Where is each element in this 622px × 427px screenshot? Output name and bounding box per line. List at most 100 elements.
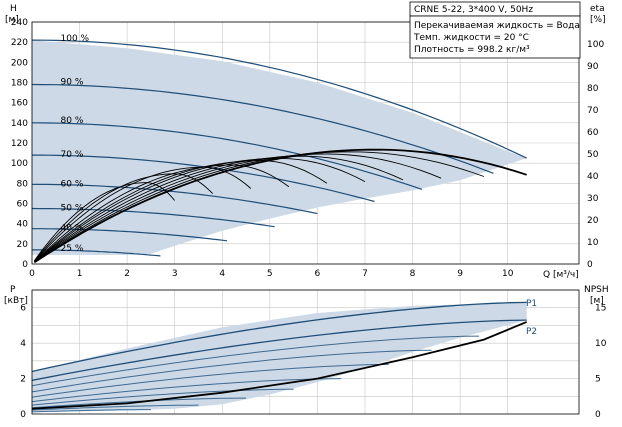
h-tick-label: 100	[11, 159, 28, 169]
q-tick-label: 1	[77, 269, 83, 279]
eta-tick-label: 10	[587, 238, 599, 248]
power-curve	[31, 404, 199, 411]
power-curve	[31, 319, 527, 381]
h-tick-label: 20	[17, 240, 29, 250]
q-tick-label: 5	[267, 269, 273, 279]
info-line-temp: Темп. жидкости = 20 °C	[413, 33, 529, 43]
q-tick-label: 8	[410, 269, 416, 279]
h-tick-label: 160	[11, 99, 28, 109]
top-plot-frame	[31, 21, 580, 265]
eta-tick-label: 80	[587, 84, 599, 94]
h-tick-label: 200	[11, 58, 28, 68]
npsh-axis-unit: [м]	[590, 296, 604, 306]
bottom-plot-frame	[31, 289, 580, 415]
npsh-tick-label: 15	[595, 304, 606, 314]
power-curve	[31, 378, 342, 403]
info-line-density: Плотность = 998.2 кг/м³	[414, 45, 530, 55]
top-envelope	[32, 40, 527, 255]
power-envelope-area	[32, 302, 527, 413]
h-tick-label: 180	[11, 79, 28, 89]
speed-label: 25 %	[61, 244, 84, 254]
efficiency-curve	[34, 166, 252, 262]
eta-tick-label: 0	[587, 260, 593, 270]
eta-axis-label: eta	[590, 4, 605, 14]
speed-label: 60 %	[61, 179, 84, 189]
speed-label: 70 %	[61, 150, 84, 160]
head-curve-100	[31, 39, 527, 159]
eta-tick-label: 30	[587, 194, 599, 204]
q-tick-label: 10	[502, 269, 514, 279]
head-curve-50	[31, 207, 275, 228]
efficiency-curve	[34, 160, 328, 263]
p-tick-label: 4	[20, 339, 26, 349]
p2-label: P2	[526, 327, 537, 337]
plot-frames	[31, 21, 580, 415]
p-tick-label: 6	[20, 304, 26, 314]
speed-label: 100 %	[61, 34, 90, 44]
bottom-envelope	[32, 302, 527, 413]
p-tick-label: 2	[20, 375, 26, 385]
head-curve-60	[31, 183, 318, 215]
p-tick-label: 0	[20, 410, 26, 420]
speed-labels: 100 % 90 % 80 % 70 % 60 % 50 % 40 % 25 %	[61, 34, 90, 254]
h-axis-unit: [м]	[5, 15, 19, 25]
npsh-axis-label: NPSH	[584, 285, 609, 295]
model-title: CRNE 5-22, 3*400 V, 50Hz	[414, 5, 533, 15]
speed-label: 80 %	[61, 116, 84, 126]
eta-tick-label: 50	[587, 150, 599, 160]
eta-tick-label: 40	[587, 172, 599, 182]
head-and-efficiency-curves	[31, 39, 527, 264]
head-envelope-area	[32, 40, 527, 255]
speed-label: 50 %	[61, 204, 84, 214]
h-tick-label: 120	[11, 139, 28, 149]
power-and-npsh-curves	[31, 301, 528, 413]
efficiency-curve	[34, 151, 485, 263]
q-tick-label: 2	[124, 269, 130, 279]
speed-label: 40 %	[61, 224, 84, 234]
q-axis-label: Q [м³/ч]	[543, 270, 579, 280]
npsh-curve	[31, 321, 528, 410]
h-tick-label: 220	[11, 38, 28, 48]
info-box	[409, 15, 581, 59]
efficiency-curve	[34, 153, 442, 263]
p-axis-label: P	[10, 285, 16, 295]
h-tick-label: 60	[17, 200, 29, 210]
efficiency-curve	[34, 164, 290, 263]
power-curve	[31, 363, 389, 398]
h-axis-label: H	[10, 4, 17, 14]
power-curve	[31, 335, 480, 387]
q-tick-label: 6	[315, 269, 321, 279]
h-tick-label: 240	[11, 18, 28, 28]
npsh-tick-label: 10	[595, 339, 607, 349]
power-curve	[31, 388, 294, 406]
h-tick-label: 0	[22, 260, 28, 270]
info-line-fluid: Перекачиваемая жидкость = Вода	[414, 21, 580, 31]
p1-label: P1	[526, 299, 537, 309]
efficiency-curve	[34, 155, 404, 263]
head-curve-90	[31, 83, 494, 174]
npsh-tick-label: 5	[595, 375, 601, 385]
eta-tick-label: 70	[587, 106, 599, 116]
efficiency-curve	[34, 157, 366, 263]
axis-ticks: 0204060801001201401601802002202400102030…	[11, 18, 607, 420]
eta-tick-label: 60	[587, 128, 599, 138]
power-curve	[31, 409, 151, 413]
npsh-tick-label: 0	[595, 410, 601, 420]
eta-tick-label: 20	[587, 216, 599, 226]
speed-label: 90 %	[61, 78, 84, 88]
h-tick-label: 140	[11, 119, 28, 129]
h-tick-label: 80	[17, 179, 29, 189]
power-curve	[31, 349, 432, 393]
q-tick-label: 0	[29, 269, 35, 279]
eta-axis-unit: [%]	[590, 15, 606, 25]
efficiency-curve	[34, 182, 176, 261]
q-tick-label: 7	[362, 269, 368, 279]
head-curve-80	[31, 122, 423, 190]
head-curve-40	[32, 228, 228, 242]
power-curve	[31, 301, 527, 373]
q-tick-label: 4	[219, 269, 225, 279]
q-tick-label: 9	[457, 269, 463, 279]
q-tick-label: 3	[172, 269, 178, 279]
